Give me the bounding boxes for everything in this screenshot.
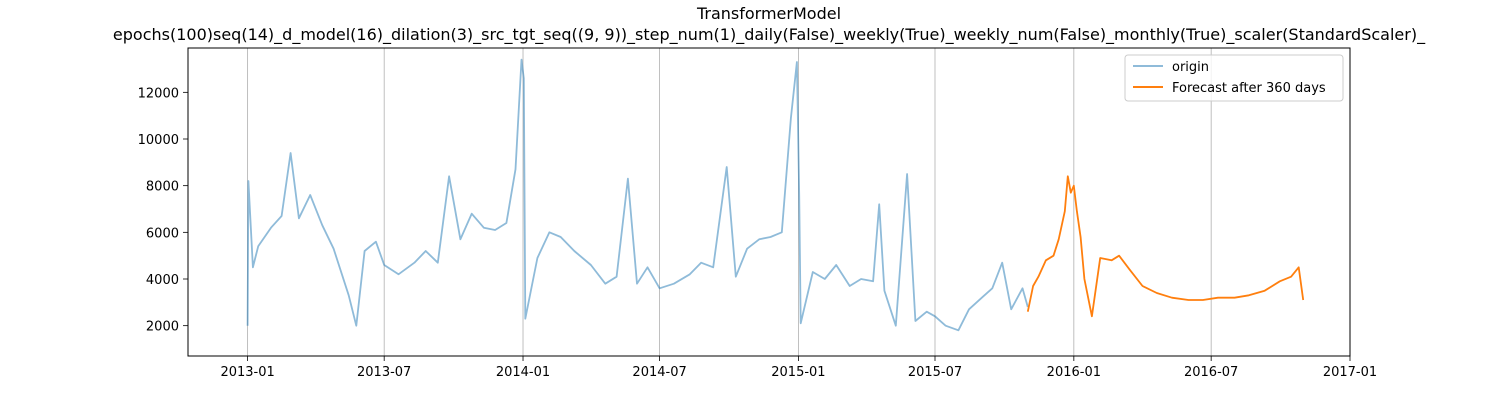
legend-label-origin: origin	[1172, 60, 1209, 75]
x-tick-label-2: 2014-01	[496, 365, 550, 380]
plot-area	[187, 47, 1351, 357]
y-tick-label-4: 10000	[138, 133, 179, 148]
x-tick-label-8: 2017-01	[1323, 365, 1377, 380]
x-tick-label-6: 2016-01	[1047, 365, 1101, 380]
chart-subtitle: epochs(100)seq(14)_d_model(16)_dilation(…	[113, 25, 1426, 45]
y-axis: 2000 4000 6000 8000 10000 12000	[138, 86, 188, 335]
x-axis: 2013-01 2013-07 2014-01 2014-07 2015-01 2015-…	[220, 356, 1377, 380]
y-tick-label-1: 4000	[146, 273, 179, 288]
y-tick-label-3: 8000	[146, 180, 179, 195]
y-tick-label-5: 12000	[138, 86, 179, 101]
x-tick-label-4: 2015-01	[771, 365, 825, 380]
legend-label-forecast: Forecast after 360 days	[1172, 81, 1326, 96]
legend: origin Forecast after 360 days	[1124, 54, 1344, 102]
x-tick-label-0: 2013-01	[220, 365, 274, 380]
chart-title: TransformerModel	[696, 4, 841, 23]
y-tick-label-2: 6000	[146, 226, 179, 241]
series-line-1	[1026, 175, 1305, 318]
x-tick-label-7: 2016-07	[1184, 365, 1238, 380]
y-tick-label-0: 2000	[146, 320, 179, 335]
x-tick-label-3: 2014-07	[632, 365, 686, 380]
series-line-0	[246, 58, 1029, 332]
x-tick-label-5: 2015-07	[908, 365, 962, 380]
legend-box	[1124, 54, 1344, 102]
x-tick-label-1: 2013-07	[357, 365, 411, 380]
series-lines	[246, 58, 1305, 332]
